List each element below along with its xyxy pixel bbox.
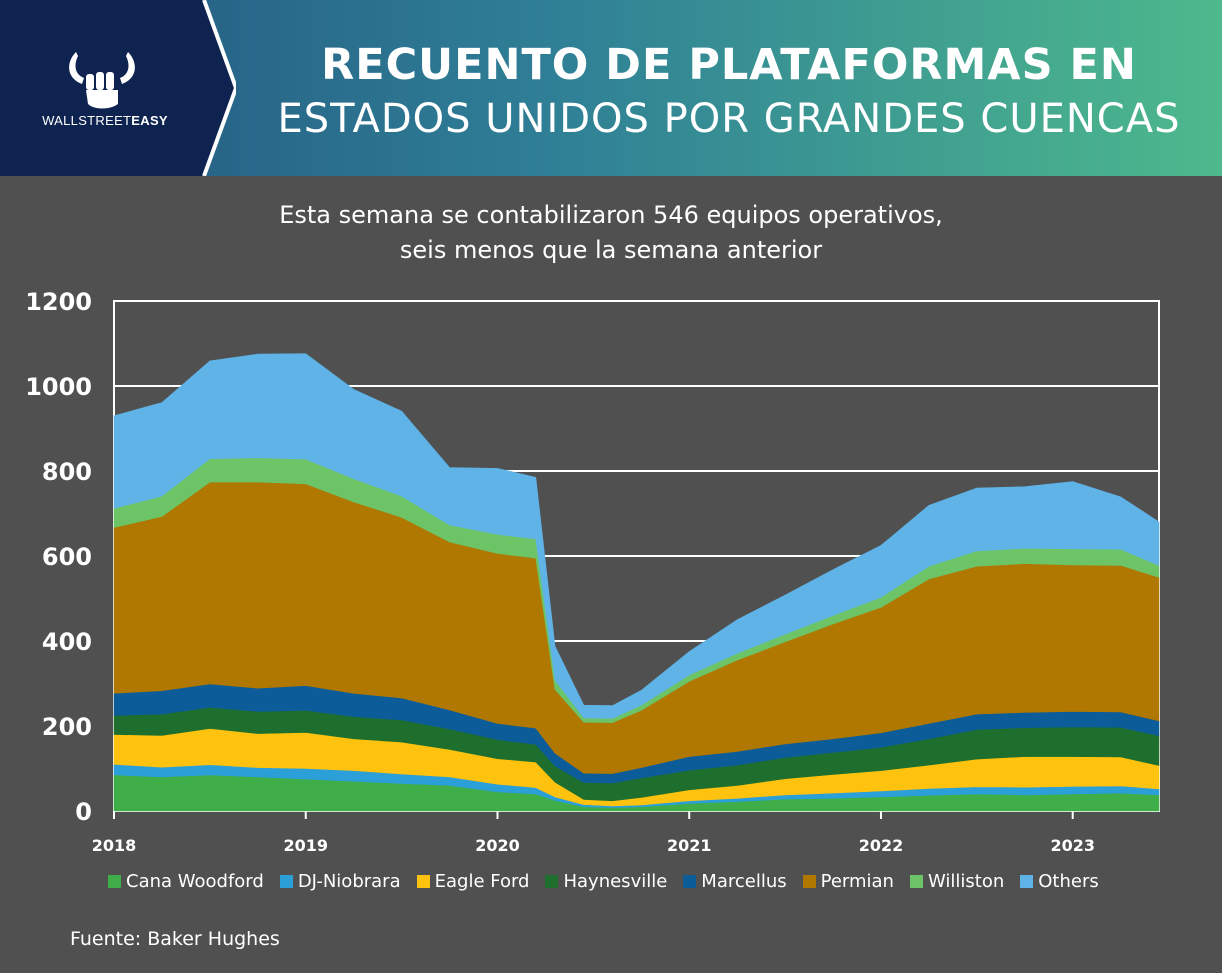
y-tick-label: 0: [75, 798, 92, 826]
legend-item-dj-niobrara: DJ-Niobrara: [279, 870, 401, 892]
legend-label: Marcellus: [701, 870, 787, 892]
page-title-line2: ESTADOS UNIDOS POR GRANDES CUENCAS: [277, 96, 1181, 142]
legend-label: Eagle Ford: [434, 870, 530, 892]
x-axis-ticks: 2018 2019 2020 2021 2022 2023: [92, 811, 1095, 855]
legend-item-cana-woodford: Cana Woodford: [108, 871, 264, 892]
legend-item-haynesville: Haynesville: [545, 871, 667, 892]
y-tick-label: 1200: [25, 288, 92, 316]
legend-swatch: [909, 874, 923, 888]
x-tick-label: 2023: [1050, 836, 1095, 855]
x-tick-label: 2021: [667, 836, 712, 855]
x-tick-label: 2022: [859, 836, 904, 855]
legend-label: Permian: [820, 870, 894, 892]
legend-swatch: [802, 874, 816, 888]
legend-label: Others: [1038, 870, 1099, 892]
x-tick-label: 2020: [475, 836, 520, 855]
x-tick-label: 2018: [92, 836, 137, 855]
logo-wordmark: WALLSTREETEASY: [42, 113, 168, 128]
y-axis-ticks: 0 200 400 600 800 1000 1200: [25, 288, 92, 826]
y-tick-label: 400: [42, 628, 92, 656]
legend-swatch: [1020, 874, 1034, 888]
legend-item-others: Others: [1020, 871, 1099, 892]
legend-item-eagle-ford: Eagle Ford: [416, 870, 530, 892]
legend-label: DJ-Niobrara: [297, 870, 401, 892]
y-tick-label: 600: [42, 543, 92, 571]
chart-subtitle: Esta semana se contabilizaron 546 equipo…: [0, 198, 1222, 268]
area-series: [113, 353, 1160, 812]
legend-swatch: [279, 874, 293, 888]
source-note: Fuente: Baker Hughes: [70, 928, 280, 950]
page-title: RECUENTO DE PLATAFORMAS EN: [321, 40, 1137, 90]
y-tick-label: 800: [42, 458, 92, 486]
legend-swatch: [683, 874, 697, 888]
bull-fist-icon: [69, 52, 135, 109]
subtitle-line1: Esta semana se contabilizaron 546 equipo…: [279, 201, 943, 229]
logo: WALLSTREETEASY: [0, 0, 236, 176]
legend-swatch: [108, 874, 121, 888]
logo-background: [0, 0, 236, 176]
legend-label: Williston: [927, 870, 1005, 892]
legend-label: Haynesville: [563, 870, 668, 892]
area-others: [113, 353, 1160, 719]
y-tick-label: 200: [42, 713, 92, 741]
legend-label: Cana Woodford: [126, 870, 264, 892]
subtitle-line2: seis menos que la semana anterior: [399, 236, 823, 264]
y-tick-label: 1000: [25, 373, 92, 401]
legend-swatch: [416, 874, 430, 888]
header-banner: WALLSTREETEASY RECUENTO DE PLATAFORMAS E…: [0, 0, 1222, 176]
legend-swatch: [545, 874, 559, 888]
legend-item-permian: Permian: [802, 870, 894, 892]
legend-item-williston: Williston: [909, 870, 1005, 892]
x-tick-label: 2019: [283, 836, 328, 855]
chart-legend: Cana Woodford DJ-Niobrara Eagle Ford Haynes…: [108, 868, 1099, 894]
legend-item-marcellus: Marcellus: [683, 870, 787, 892]
